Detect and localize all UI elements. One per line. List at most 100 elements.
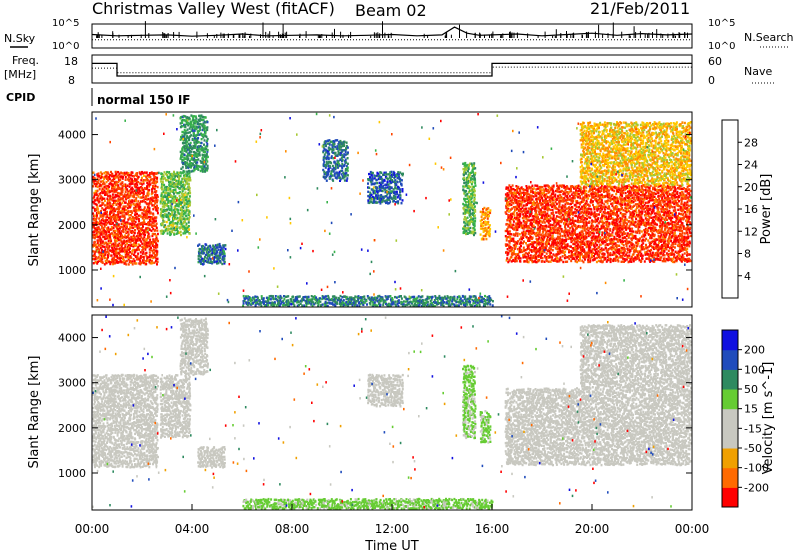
scatter-cell [148, 193, 150, 195]
scatter-cell [525, 213, 527, 215]
scatter-cell [560, 259, 562, 261]
scatter-cell [165, 192, 167, 194]
scatter-cell [138, 249, 140, 251]
scatter-cell [98, 172, 100, 174]
scatter-cell [197, 137, 199, 139]
scatter-cell [129, 186, 131, 188]
scatter-cell [541, 216, 543, 218]
scatter-cell [561, 238, 563, 240]
scatter-cell [339, 165, 341, 167]
scatter-cell [514, 189, 516, 191]
scatter-cell [129, 251, 131, 253]
scatter-cell [577, 244, 579, 246]
scatter-cell [189, 175, 191, 177]
scatter-cell [131, 260, 133, 262]
scatter-cell [562, 261, 564, 263]
scatter-cell [162, 222, 164, 224]
scatter-cell [206, 158, 208, 160]
scatter-cell [540, 209, 542, 211]
scatter-cell [517, 253, 519, 255]
scatter-cell [539, 195, 541, 197]
scatter-cell [135, 244, 137, 246]
nsky-label: N.Sky [4, 32, 36, 45]
scatter-cell [184, 154, 186, 156]
scatter-cell [146, 171, 148, 173]
scatter-cell [173, 192, 175, 194]
scatter-cell [206, 143, 208, 145]
scatter-cell [566, 248, 568, 250]
scatter-cell [135, 221, 137, 223]
scatter-cell [134, 232, 136, 234]
scatter-cell [176, 214, 178, 216]
scatter-cell [529, 240, 531, 242]
scatter-cell [550, 248, 552, 250]
scatter-cell [558, 209, 560, 211]
scatter-cell [104, 200, 106, 202]
scatter-cell [169, 176, 171, 178]
scatter-cell [210, 258, 212, 260]
scatter-cell [525, 208, 527, 210]
scatter-cell [178, 205, 180, 207]
scatter-cell [528, 252, 530, 254]
scatter-cell [132, 249, 134, 251]
scatter-cell [397, 171, 399, 173]
scatter-cell [557, 245, 559, 247]
scatter-cell [189, 204, 191, 206]
scatter-cell [167, 199, 169, 201]
scatter-cell [345, 172, 347, 174]
scatter-cell [115, 243, 117, 245]
scatter-cell [518, 200, 520, 202]
scatter-cell [97, 186, 99, 188]
scatter-cell [487, 223, 489, 225]
scatter-cell [139, 206, 141, 208]
scatter-cell [386, 173, 388, 175]
scatter-cell [467, 217, 469, 219]
scatter-cell [100, 222, 102, 224]
scatter-cell [118, 223, 120, 225]
scatter-cell [125, 179, 127, 181]
scatter-cell [469, 186, 471, 188]
scatter-cell [157, 261, 159, 263]
scatter-cell [123, 256, 125, 258]
scatter-cell [189, 216, 191, 218]
scatter-cell [106, 198, 108, 200]
power-panel: 1000200030004000 Slant Range [km] [27, 112, 692, 307]
scatter-cell [189, 190, 191, 192]
scatter-cell [384, 180, 386, 182]
scatter-cell [579, 195, 581, 197]
scatter-cell [535, 195, 537, 197]
scatter-cell [205, 244, 207, 246]
scatter-cell [140, 215, 142, 217]
scatter-cell [112, 204, 114, 206]
scatter-cell [505, 235, 507, 237]
scatter-cell [119, 179, 121, 181]
scatter-cell [189, 212, 191, 214]
scatter-cell [167, 201, 169, 203]
scatter-cell [95, 258, 97, 260]
scatter-cell [167, 232, 169, 234]
scatter-cell [108, 252, 110, 254]
noise-right-tick-bottom: 10^0 [708, 41, 735, 52]
scatter-cell [182, 232, 184, 234]
scatter-cell [131, 200, 133, 202]
scatter-cell [327, 142, 329, 144]
scatter-cell [192, 129, 194, 131]
scatter-cell [571, 209, 573, 211]
scatter-cell [128, 214, 130, 216]
scatter-cell [474, 194, 476, 196]
scatter-cell [188, 170, 190, 172]
scatter-cell [171, 208, 173, 210]
freq-panel-frame [92, 55, 692, 83]
scatter-cell [565, 236, 567, 238]
scatter-cell [154, 229, 156, 231]
scatter-cell [559, 233, 561, 235]
scatter-cell [470, 172, 472, 174]
scatter-cell [474, 217, 476, 219]
scatter-cell [346, 177, 348, 179]
scatter-cell [469, 227, 471, 229]
scatter-cell [200, 256, 202, 258]
scatter-cell [510, 197, 512, 199]
scatter-cell [512, 184, 514, 186]
scatter-cell [474, 190, 476, 192]
scatter-cell [521, 201, 523, 203]
